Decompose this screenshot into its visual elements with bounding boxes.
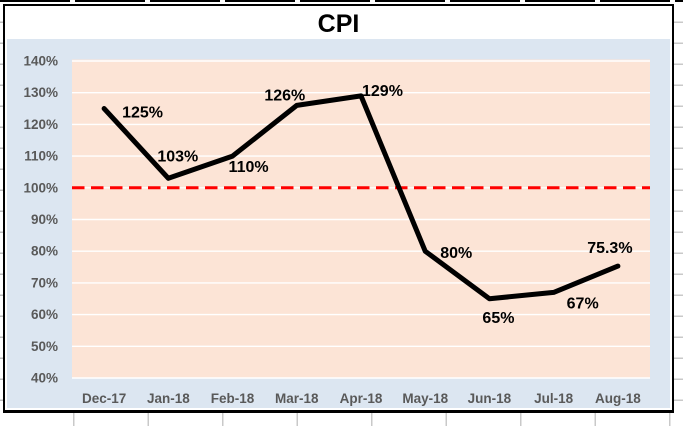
sheet-rowlines-left <box>0 2 3 426</box>
sheet-cells-top-border <box>0 0 683 2</box>
cpi-chart[interactable]: CPI <box>3 4 674 413</box>
chart-title: CPI <box>317 10 360 38</box>
sheet-columnlines-bottom <box>0 413 683 426</box>
chart-panel <box>7 39 670 408</box>
sheet-rowlines-right <box>674 2 683 426</box>
